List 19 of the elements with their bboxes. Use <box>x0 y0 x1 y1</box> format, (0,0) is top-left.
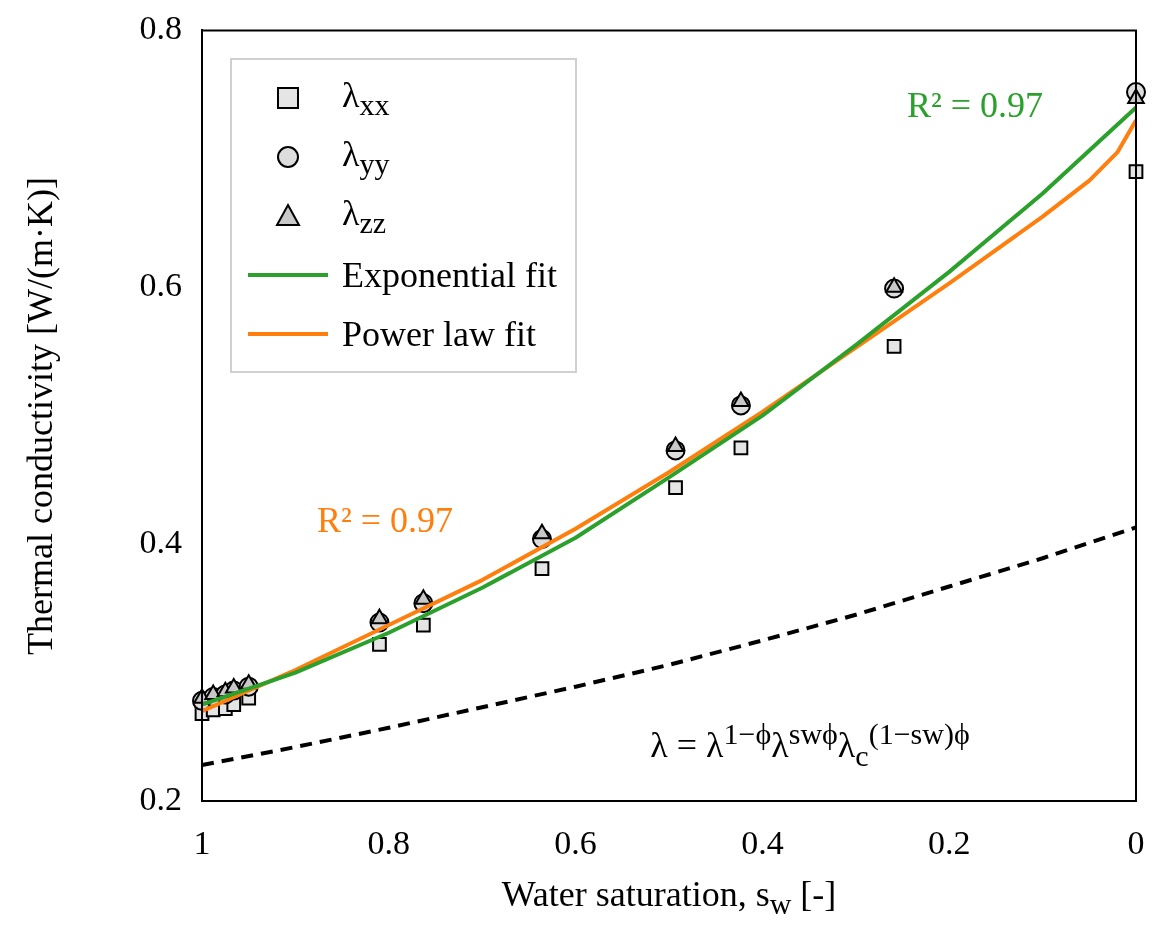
legend-label: λ$_{xx}$ <box>342 73 390 122</box>
y-axis-title: Thermal conductivity [W/(m·K)] <box>19 176 61 655</box>
y-tick-label: 0.2 <box>139 779 182 817</box>
legend-label: λ$_{zz}$ <box>342 191 387 240</box>
x-tick-label: 0.2 <box>927 824 971 862</box>
legend-label: λ$_{yy}$ <box>342 132 390 181</box>
y-tick-label: 0.8 <box>139 9 182 47</box>
x-axis-title: Water saturation, s$_{w}$ [-] <box>501 873 837 922</box>
annotation: R² = 0.97 <box>316 499 454 541</box>
x-tick-label: 0.8 <box>367 824 411 862</box>
x-tick-label: 0.4 <box>741 824 784 862</box>
legend-label: Exponential fit <box>342 253 557 296</box>
legend-label: Power law fit <box>342 312 536 355</box>
x-tick-label: 0.6 <box>554 824 597 862</box>
annotation: R² = 0.97 <box>906 84 1044 126</box>
y-tick-label: 0.6 <box>139 266 182 304</box>
x-tick-label: 0 <box>1127 824 1145 862</box>
y-tick-label: 0.4 <box>139 523 182 561</box>
x-tick-label: 1 <box>193 824 211 862</box>
